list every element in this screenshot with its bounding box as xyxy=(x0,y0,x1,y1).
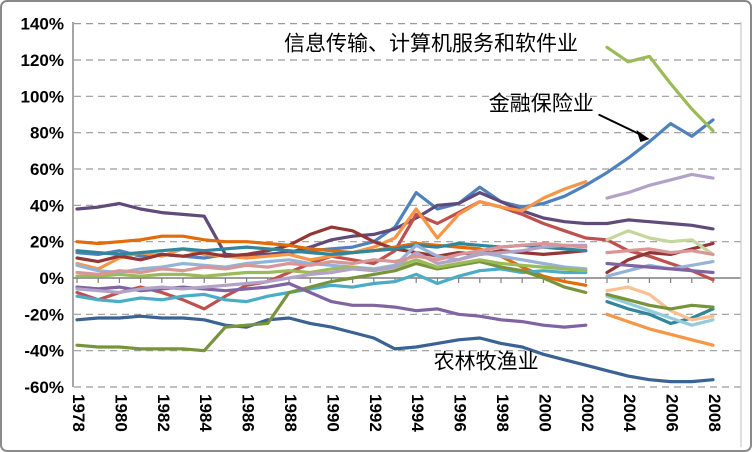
x-tick-label: 1982 xyxy=(154,394,173,432)
series-line-light-blue-pre2003 xyxy=(75,243,588,275)
x-tick-label: 1988 xyxy=(281,394,300,432)
series-line-orange-pre2003 xyxy=(75,180,588,271)
y-tick-label: 60% xyxy=(30,160,64,179)
series-line-medium-purple-post2003 xyxy=(605,261,715,275)
series-line-pink-pre2003 xyxy=(75,241,588,276)
finance-annotation-arrowhead xyxy=(636,130,650,143)
y-tick-label: 100% xyxy=(21,87,64,106)
x-tick-label: 1978 xyxy=(69,394,88,432)
x-tick-label: 1990 xyxy=(323,394,342,432)
x-tick-label: 2006 xyxy=(663,394,682,432)
x-tick-label: 1996 xyxy=(451,394,470,432)
series-line-olive-pre2003 xyxy=(75,260,588,353)
series-line-dark-red-post2003 xyxy=(605,241,715,275)
series-line-light-purple-pre2003 xyxy=(75,243,588,295)
y-tick-label: 140% xyxy=(21,15,64,34)
x-tick-label: 2002 xyxy=(578,394,597,432)
y-tick-label: 20% xyxy=(30,233,64,252)
x-tick-label: 2008 xyxy=(705,394,724,432)
y-tick-label: 120% xyxy=(21,51,64,70)
series-line-lavender xyxy=(605,172,715,200)
series-line-teal-post2003 xyxy=(605,300,715,325)
series-line-pink-post2003 xyxy=(605,247,715,256)
x-tick-label: 1980 xyxy=(111,394,130,432)
y-tick-label: -60% xyxy=(24,378,64,397)
series-line-dark-red-pre2003 xyxy=(75,225,588,264)
x-tick-label: 2004 xyxy=(620,394,639,432)
series-line-peach-post2003 xyxy=(605,285,715,322)
x-tick-label: 2000 xyxy=(535,394,554,432)
series-line-info-green xyxy=(605,45,715,133)
finance-annotation-arrow xyxy=(598,113,642,136)
y-tick-label: -20% xyxy=(24,305,64,324)
series-line-green-pre2003 xyxy=(75,258,588,278)
y-tick-label: 0% xyxy=(39,269,64,288)
x-tick-label: 1994 xyxy=(408,394,427,432)
series-line-medium-purple-pre2003 xyxy=(75,281,588,329)
series-line-olive-post2003 xyxy=(605,292,715,311)
y-tick-label: 80% xyxy=(30,124,64,143)
series-line-dark-purple xyxy=(75,191,715,258)
y-tick-label: 40% xyxy=(30,196,64,215)
y-tick-label: -40% xyxy=(24,342,64,361)
x-tick-label: 1984 xyxy=(196,394,215,432)
x-tick-label: 1992 xyxy=(366,394,385,432)
x-tick-label: 1998 xyxy=(493,394,512,432)
series-line-orange-post2003 xyxy=(605,312,715,347)
series-line-cyan-pre2003 xyxy=(75,267,588,304)
series-line-light-green-post2003 xyxy=(605,229,715,256)
x-tick-label: 1986 xyxy=(239,394,258,432)
series-line-light-aqua-post2003 xyxy=(605,294,715,327)
series-line-agriculture-darkblue xyxy=(75,314,715,384)
